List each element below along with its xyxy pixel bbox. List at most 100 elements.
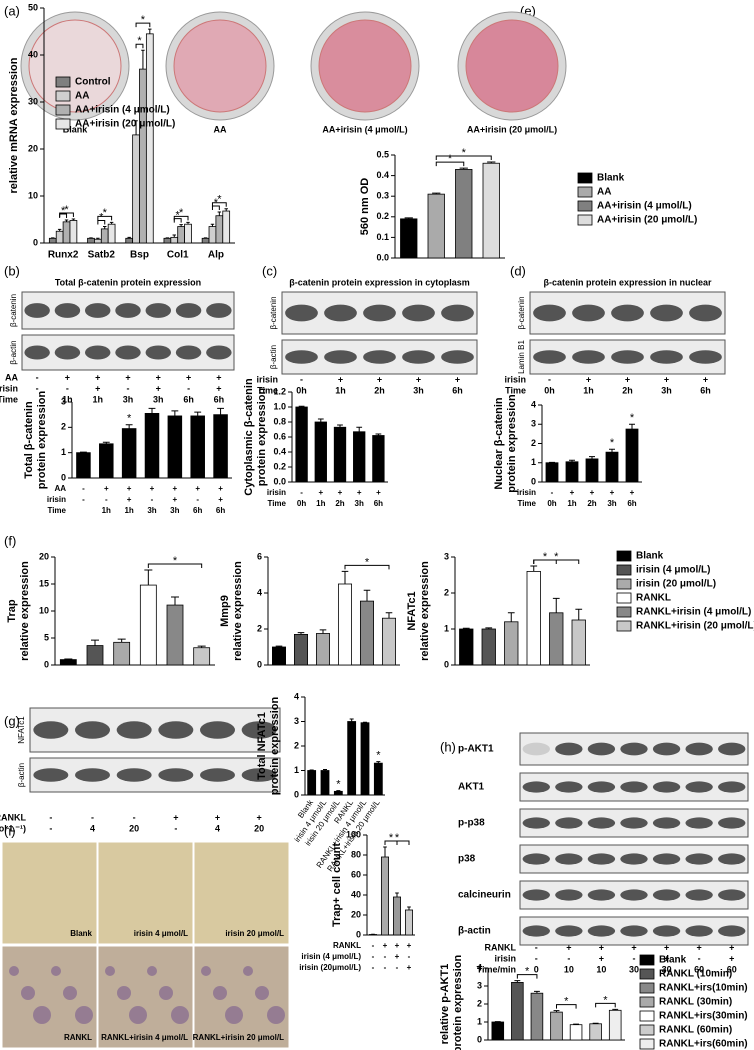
condition-value: - — [127, 383, 130, 393]
error-bar — [569, 459, 575, 462]
error-bar — [575, 608, 583, 620]
blot-band — [116, 768, 152, 782]
condition-value: + — [104, 484, 109, 493]
blot-row-label: p-AKT1 — [458, 744, 494, 755]
error-bar — [319, 629, 327, 634]
legend-swatch — [616, 606, 632, 618]
error-bar — [589, 456, 595, 459]
error-bar — [530, 565, 538, 572]
error-bar — [171, 410, 179, 416]
condition-value: + — [395, 952, 400, 961]
y-tick-label: 3 — [477, 980, 482, 990]
y-tick-label: 0 — [477, 1034, 482, 1044]
error-bar — [407, 906, 411, 910]
condition-label: Time — [517, 499, 536, 508]
legend-swatch — [616, 550, 632, 562]
y-tick-label: 4 — [531, 399, 536, 409]
y-tick-label: 0.0 — [273, 476, 286, 486]
blot-band — [620, 853, 648, 865]
y-tick-label: 3 — [444, 551, 449, 561]
blot-band — [285, 304, 318, 322]
blot-row-label: p-p38 — [458, 818, 485, 829]
condition-value: - — [196, 495, 199, 504]
bar — [121, 428, 137, 479]
bar — [87, 237, 95, 244]
blot-band — [75, 721, 110, 739]
blot-band — [555, 781, 583, 793]
condition-value: 4 — [215, 823, 220, 833]
error-bar — [533, 990, 540, 994]
condition-value: + — [625, 374, 630, 384]
y-tick-label: 0.4 — [273, 446, 286, 456]
y-tick-label: 0 — [257, 659, 262, 669]
y-tick-label: 0.8 — [273, 416, 286, 426]
y-tick-label: 2 — [531, 438, 536, 448]
y-tick-label: 60 — [351, 869, 361, 879]
y-axis-title: Cytoplasmic β-catenin — [243, 378, 255, 496]
condition-label: RANKL — [0, 812, 26, 822]
legend-swatch — [639, 1010, 655, 1022]
condition-value: 60 — [694, 964, 704, 974]
condition-label: irisin (20μmol/L) — [299, 963, 361, 972]
condition-value: 0h — [297, 499, 306, 508]
blot-band — [620, 781, 648, 793]
blot-band — [685, 781, 713, 793]
significance-label: * — [395, 832, 400, 844]
condition-value: - — [151, 495, 154, 504]
y-tick-label: 0.5 — [376, 149, 389, 159]
condition-value: 3h — [413, 385, 424, 395]
condition-value: + — [590, 488, 595, 497]
condition-value: + — [257, 812, 262, 822]
error-bar — [148, 407, 156, 414]
legend-swatch — [55, 104, 71, 116]
blot-row-label: β-actin — [17, 763, 26, 787]
condition-value: - — [49, 823, 52, 833]
condition-value: 6h — [700, 385, 711, 395]
condition-value: 6h — [216, 506, 225, 515]
bar — [94, 238, 102, 244]
cell — [159, 986, 173, 1000]
error-bar — [485, 627, 493, 629]
blot-band — [402, 350, 435, 364]
condition-value: + — [173, 495, 178, 504]
bar — [222, 210, 231, 244]
panel-label: (i) — [4, 823, 16, 838]
error-bar — [127, 236, 131, 239]
y-tick-label: 0.2 — [273, 461, 286, 471]
bar — [190, 415, 205, 479]
y-tick-label: 3 — [531, 419, 536, 429]
blot-band — [555, 853, 583, 865]
y-axis-title: protein expression — [256, 388, 268, 487]
y-axis-title: relative expression — [19, 561, 31, 661]
condition-value: 2h — [335, 499, 344, 508]
bar — [213, 414, 228, 479]
bar — [145, 33, 154, 244]
bar — [380, 856, 389, 936]
dish-stain — [28, 19, 122, 113]
condition-value: + — [215, 812, 220, 822]
bar — [392, 896, 401, 936]
bar — [530, 992, 544, 1041]
condition-value: - — [408, 952, 411, 961]
condition-value: 3h — [147, 506, 156, 515]
significance-label: * — [141, 14, 146, 26]
legend-swatch — [639, 954, 655, 966]
bar — [69, 220, 78, 244]
blot-strip — [29, 757, 281, 793]
bar — [482, 162, 500, 259]
blot-title: Total β-catenin protein expression — [55, 277, 201, 287]
condition-value: 4 — [90, 823, 95, 833]
blot-band — [718, 853, 746, 865]
condition-label: irisin — [267, 488, 286, 497]
significance-label: * — [61, 205, 66, 217]
blot-band — [158, 721, 194, 739]
condition-value: 2h — [622, 385, 633, 395]
condition-value: - — [187, 383, 190, 393]
significance-bracket — [516, 974, 538, 979]
bar — [86, 645, 104, 666]
blot-band — [555, 817, 583, 829]
condition-value: + — [156, 383, 161, 393]
error-bar — [197, 645, 206, 648]
y-axis-title: Total β-catenin — [23, 401, 35, 479]
